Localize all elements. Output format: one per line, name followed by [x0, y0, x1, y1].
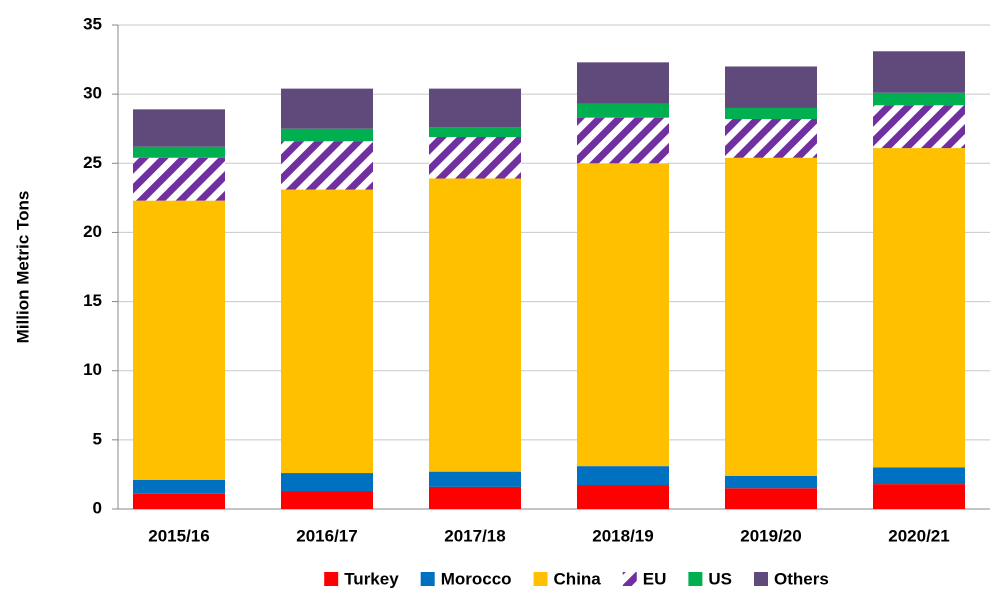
bar-segment — [873, 484, 965, 509]
legend-label: Morocco — [441, 569, 512, 588]
legend-swatch — [420, 572, 435, 586]
legend-label: Others — [774, 569, 829, 588]
y-tick-label: 10 — [83, 360, 102, 379]
bar-segment — [429, 88, 521, 128]
legend-swatch — [754, 572, 769, 586]
y-tick-label: 35 — [83, 14, 102, 33]
bar-segment — [577, 163, 669, 467]
legend-label: EU — [643, 569, 667, 588]
legend-label: US — [708, 569, 732, 588]
legend-swatch — [533, 572, 548, 586]
bar-segment — [281, 491, 373, 509]
bar-segment — [133, 109, 225, 147]
bar-segment — [133, 157, 225, 201]
bar-segment — [281, 189, 373, 474]
bar-segment — [577, 62, 669, 104]
bar-segment — [577, 485, 669, 509]
bar-segment — [429, 137, 521, 179]
y-tick-label: 20 — [83, 222, 102, 241]
bar-segment — [725, 475, 817, 489]
y-tick-label: 25 — [83, 153, 102, 172]
bar-segment — [281, 473, 373, 492]
bar-segment — [725, 488, 817, 509]
bar-segment — [577, 103, 669, 118]
legend-swatch — [622, 572, 637, 586]
bar-segment — [873, 467, 965, 485]
bar-segment — [873, 92, 965, 106]
bar-segment — [873, 148, 965, 468]
y-tick-label: 30 — [83, 84, 102, 103]
bar-segment — [429, 486, 521, 509]
bar-segment — [429, 178, 521, 472]
bar-segment — [133, 479, 225, 494]
x-tick-label: 2018/19 — [592, 526, 653, 545]
bar-segment — [281, 141, 373, 190]
bar-segment — [873, 51, 965, 93]
bar-segment — [725, 119, 817, 158]
bar-segment — [577, 466, 669, 486]
legend-swatch — [688, 572, 703, 586]
x-tick-label: 2019/20 — [740, 526, 801, 545]
x-tick-label: 2016/17 — [296, 526, 357, 545]
x-tick-label: 2020/21 — [888, 526, 949, 545]
y-tick-label: 15 — [83, 291, 102, 310]
bar-segment — [725, 66, 817, 108]
legend-label: China — [554, 569, 602, 588]
x-tick-label: 2015/16 — [148, 526, 209, 545]
bar-segment — [133, 200, 225, 480]
y-tick-label: 0 — [93, 498, 102, 517]
bar-segment — [725, 107, 817, 120]
bar-segment — [873, 105, 965, 149]
bar-segment — [281, 88, 373, 129]
bar-segment — [429, 127, 521, 138]
bar-segment — [133, 146, 225, 158]
bar-segment — [577, 117, 669, 164]
x-tick-label: 2017/18 — [444, 526, 505, 545]
bar-segment — [281, 128, 373, 142]
y-tick-label: 5 — [93, 429, 102, 448]
bar-segment — [725, 157, 817, 476]
y-axis-label: Million Metric Tons — [13, 191, 32, 344]
bar-segment — [133, 493, 225, 509]
legend-swatch — [324, 572, 339, 586]
legend-label: Turkey — [344, 569, 399, 588]
bar-segment — [429, 471, 521, 487]
